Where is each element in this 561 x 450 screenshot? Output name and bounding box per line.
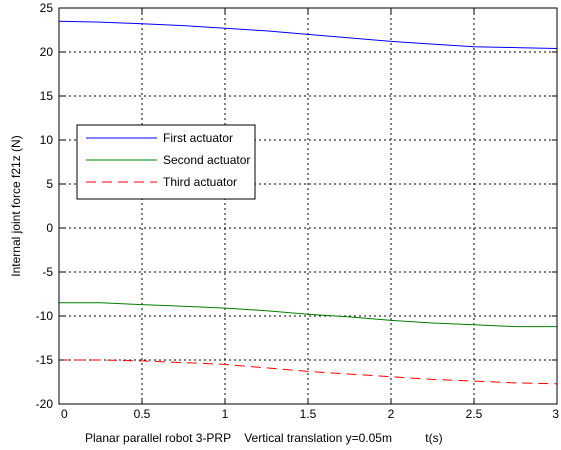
legend: First actuator Second actuator Third actua… [76, 124, 256, 200]
x-tick-label: 1.5 [300, 407, 317, 421]
x-axis-label: Planar parallel robot 3-PRP Vertical tra… [85, 431, 443, 445]
y-tick-label: 20 [40, 45, 54, 59]
y-tick-label: -15 [36, 353, 54, 367]
x-tick-label: 2 [388, 407, 395, 421]
legend-label: First actuator [163, 131, 233, 145]
y-tick-label: 5 [46, 177, 53, 191]
legend-box [76, 124, 256, 200]
x-tick-label: 2.5 [466, 407, 483, 421]
series-line-1 [58, 20, 558, 49]
y-tick-label: -5 [42, 265, 53, 279]
tick-marks [58, 7, 558, 405]
legend-label: Second actuator [163, 153, 250, 167]
series-line-3 [59, 359, 558, 385]
x-tick-label: 1 [222, 407, 229, 421]
y-tick-label: -10 [36, 309, 54, 323]
y-tick-label: 25 [40, 1, 54, 15]
series-line-2 [59, 302, 557, 328]
y-tick-label: 15 [40, 89, 54, 103]
y-axis-label: Internal joint force f21z (N) [9, 135, 23, 276]
y-tick-label: 10 [40, 133, 54, 147]
grid-lines [59, 8, 557, 404]
x-tick-label: 0 [61, 407, 68, 421]
tick-labels: 0 0.5 1 1.5 2 2.5 3 25 20 15 10 5 0 -5 -10 -15 -20 [36, 1, 560, 421]
series-layer [58, 20, 558, 385]
legend-label: Third actuator [163, 175, 237, 189]
x-tick-label: 0.5 [134, 407, 151, 421]
x-tick-label: 3 [552, 407, 559, 421]
y-tick-label: 0 [46, 221, 53, 235]
y-tick-label: -20 [36, 397, 54, 411]
